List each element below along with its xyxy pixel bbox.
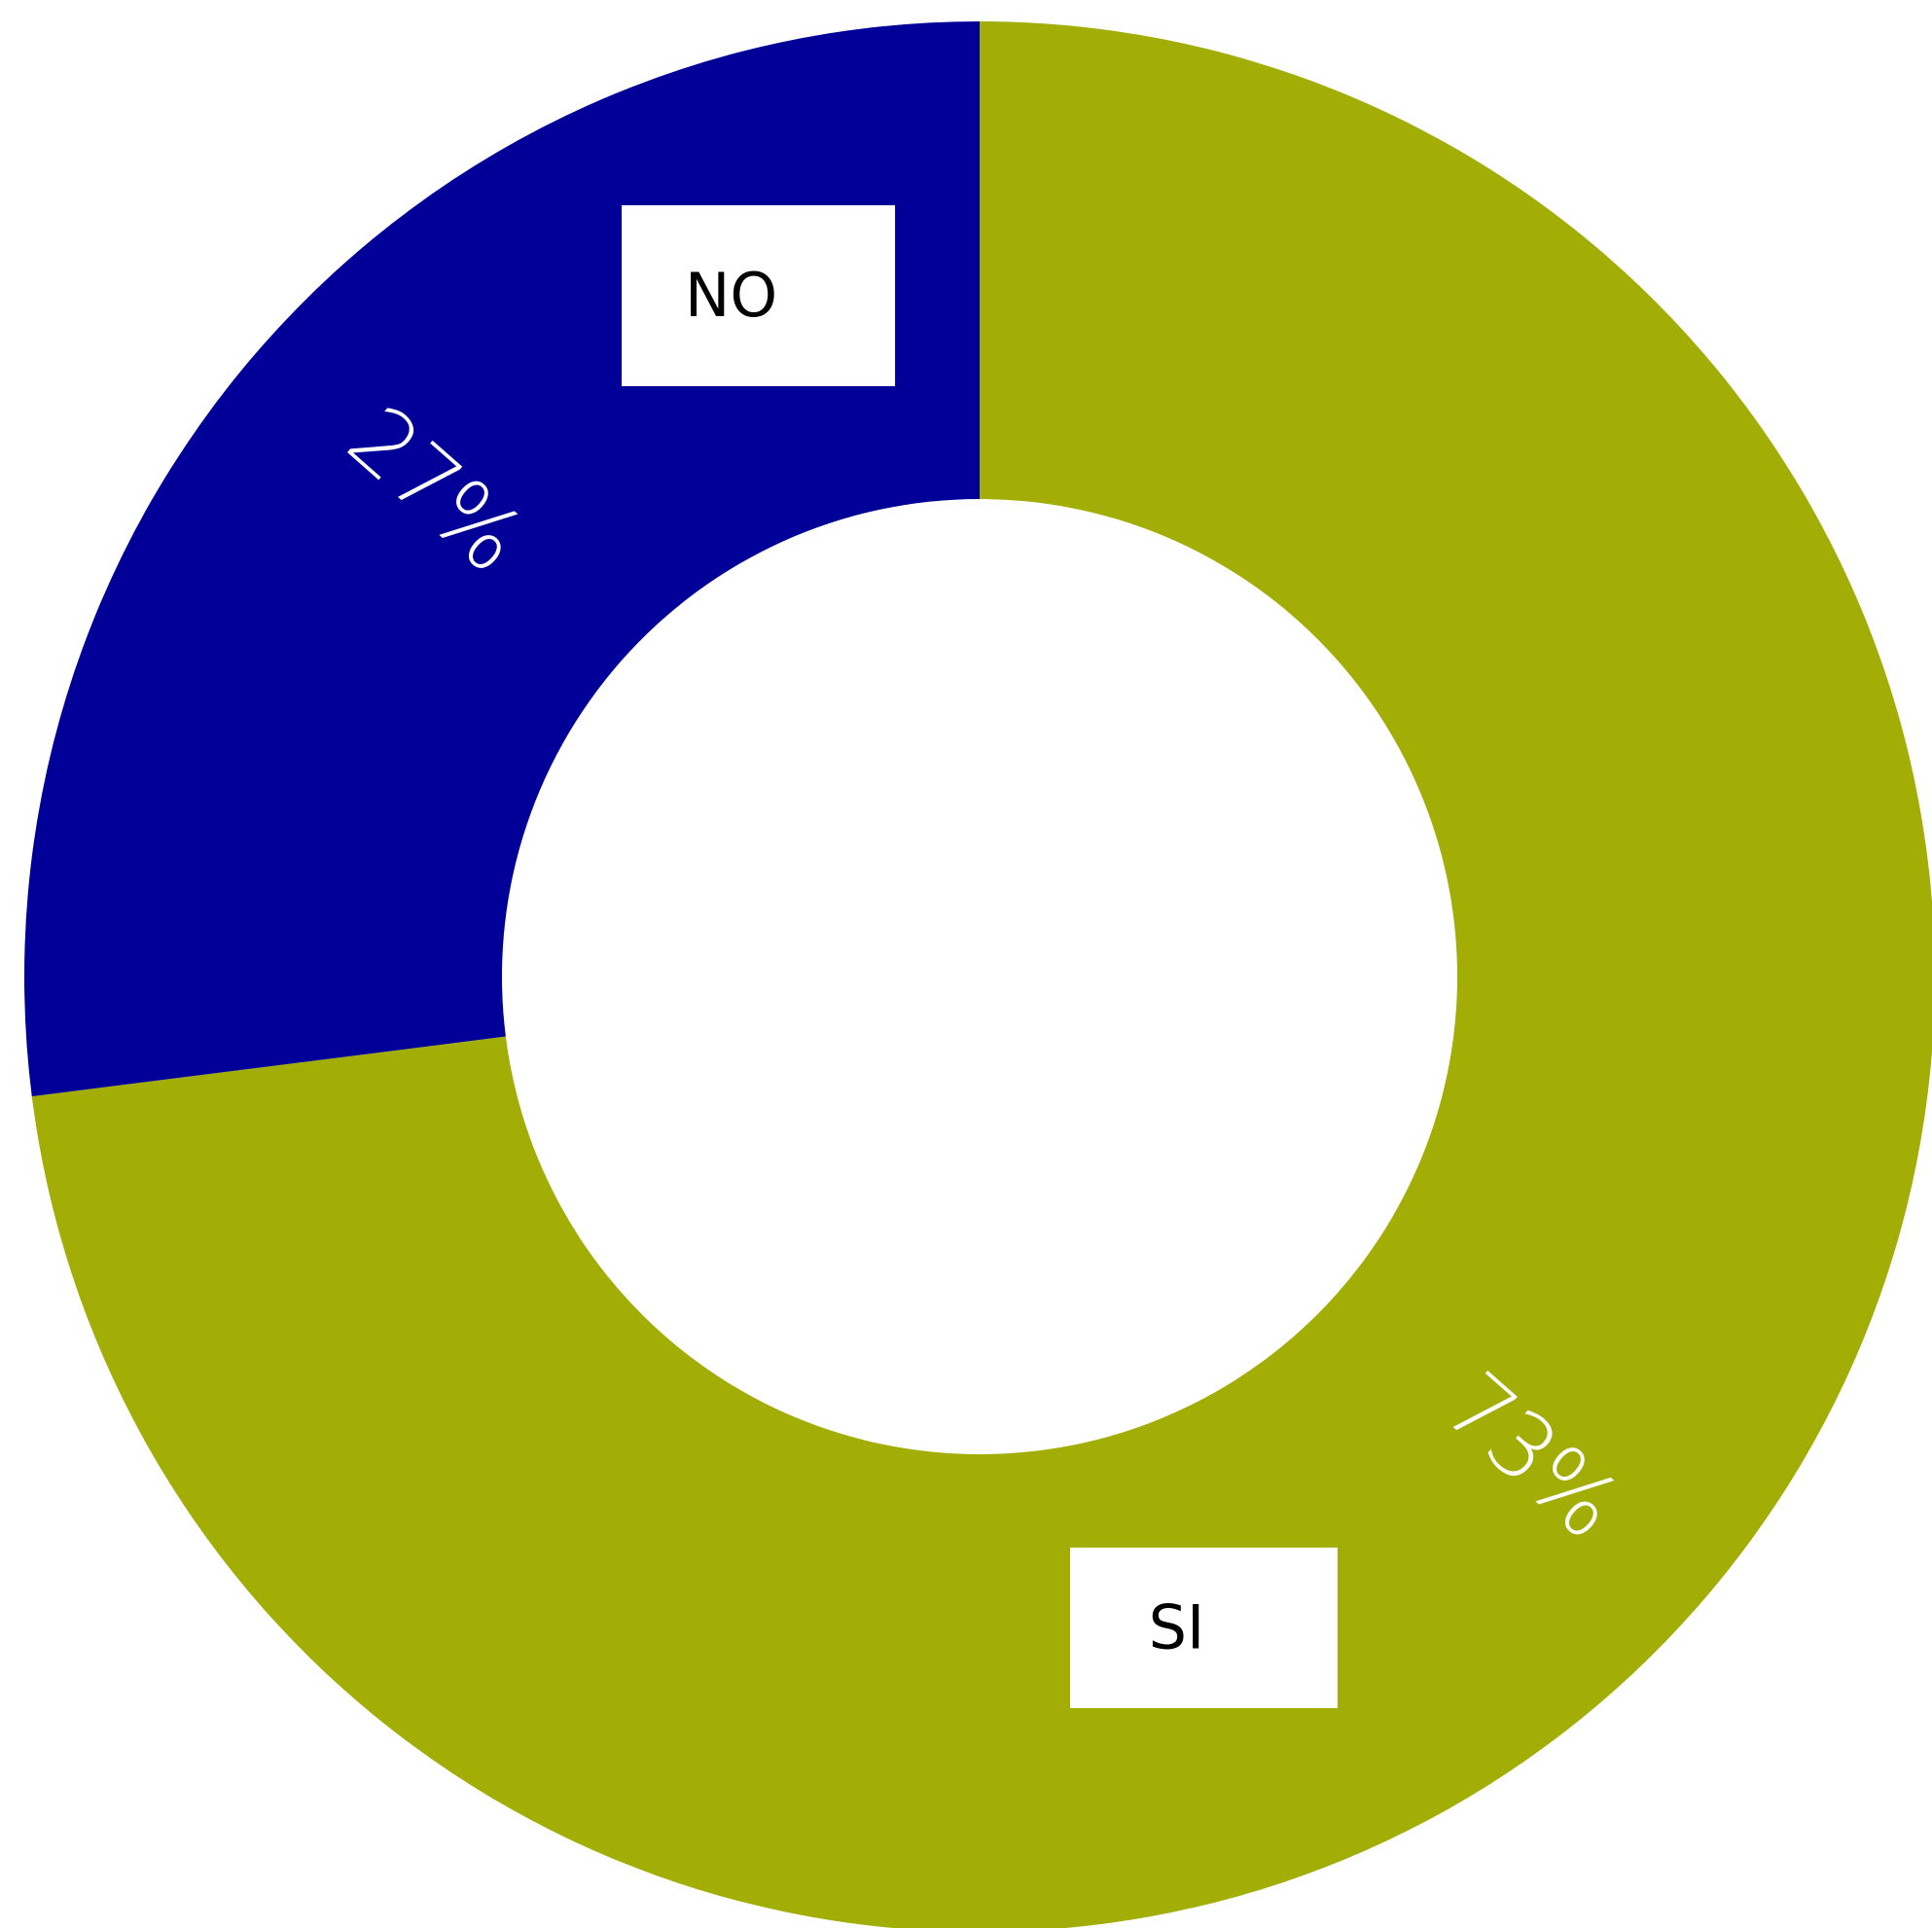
- category-text: SI: [1149, 1592, 1205, 1663]
- label-box: [622, 205, 896, 387]
- slice: [31, 21, 1932, 1928]
- category-label: SI: [1070, 1547, 1339, 1708]
- category-label: NO: [622, 205, 896, 387]
- label-box: [1070, 1547, 1339, 1708]
- category-text: NO: [685, 260, 777, 331]
